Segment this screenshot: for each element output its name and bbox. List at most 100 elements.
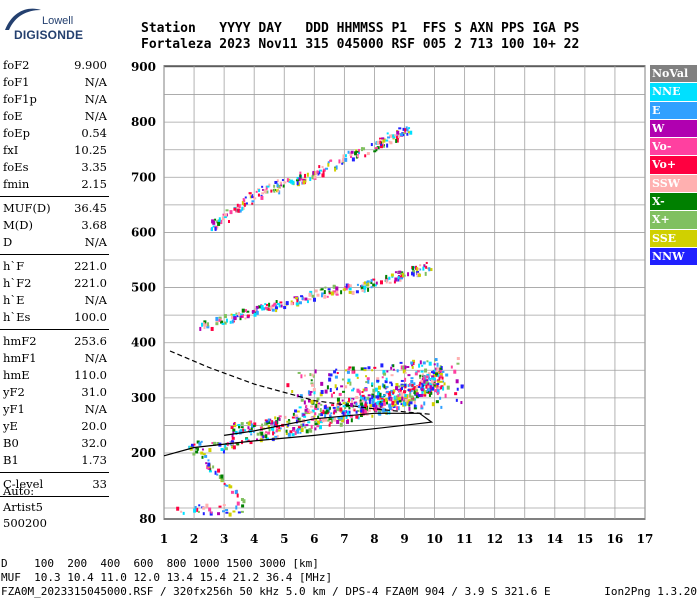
echo-point xyxy=(400,392,404,397)
echo-point xyxy=(243,199,246,203)
echo-point xyxy=(419,374,422,377)
echo-point xyxy=(391,408,394,411)
echo-point xyxy=(407,374,411,377)
echo-point xyxy=(354,151,358,156)
echo-point xyxy=(264,432,267,436)
echo-point xyxy=(337,405,340,408)
echo-point xyxy=(327,161,330,164)
echo-point xyxy=(428,390,432,394)
echo-point xyxy=(199,326,202,331)
echo-point xyxy=(230,490,234,494)
echo-point xyxy=(338,159,341,164)
param-row: h`E N/A xyxy=(0,292,110,309)
echo-point xyxy=(431,386,435,391)
param-value: N/A xyxy=(84,293,107,307)
echo-point xyxy=(399,361,403,364)
echo-point xyxy=(456,357,460,361)
echo-point xyxy=(376,140,379,145)
echo-point xyxy=(436,392,439,396)
echo-point xyxy=(407,384,410,388)
echo-point xyxy=(412,266,415,271)
y-tick-label: 600 xyxy=(131,225,156,239)
echo-point xyxy=(398,270,402,273)
echo-point xyxy=(332,391,335,394)
echo-point xyxy=(215,316,219,321)
echo-point xyxy=(423,379,427,384)
echo-point xyxy=(300,295,304,298)
echo-point xyxy=(297,426,301,429)
echo-point xyxy=(348,290,352,294)
echo-point xyxy=(324,411,328,415)
echo-point xyxy=(292,412,295,416)
echo-point xyxy=(314,418,318,421)
echo-point xyxy=(370,281,373,285)
echo-point xyxy=(381,399,384,402)
echo-point xyxy=(378,410,382,413)
echo-point xyxy=(232,314,236,317)
echo-point xyxy=(382,406,385,410)
echo-point xyxy=(334,384,337,389)
echo-point xyxy=(261,306,264,311)
echo-point xyxy=(335,291,338,296)
echo-point xyxy=(411,271,414,275)
echo-point xyxy=(404,383,407,387)
echo-point xyxy=(195,450,199,454)
echo-point xyxy=(386,370,389,373)
echo-point xyxy=(302,178,306,181)
echo-point xyxy=(440,405,443,409)
echo-point xyxy=(375,395,379,399)
echo-point xyxy=(364,399,368,402)
echo-point xyxy=(295,419,298,424)
param-label: hmF1 xyxy=(3,351,37,365)
echo-point xyxy=(371,400,375,405)
param-value: N/A xyxy=(84,92,107,106)
param-label: yE xyxy=(3,419,18,433)
echo-point xyxy=(442,380,445,383)
echo-point xyxy=(339,407,343,412)
echo-point xyxy=(341,158,345,163)
echo-point xyxy=(210,511,213,514)
echo-point xyxy=(254,311,257,314)
echo-point xyxy=(372,388,376,393)
echo-point xyxy=(382,409,385,413)
echo-point xyxy=(344,157,348,162)
echo-point xyxy=(363,369,367,372)
echo-point xyxy=(371,395,374,400)
echo-point xyxy=(383,372,387,376)
echo-point xyxy=(364,403,368,408)
echo-point xyxy=(358,399,362,404)
echo-point xyxy=(393,280,396,284)
echo-point xyxy=(347,368,351,371)
echo-point xyxy=(344,385,348,389)
echo-point xyxy=(308,392,312,396)
param-value: 32.0 xyxy=(81,436,107,450)
echo-point xyxy=(329,159,333,162)
echo-point xyxy=(415,389,419,392)
echo-point xyxy=(208,470,212,473)
echo-point xyxy=(455,398,458,402)
legend-item: W xyxy=(650,119,697,138)
echo-point xyxy=(225,511,229,514)
echo-point xyxy=(223,314,227,319)
x-tick-label: 5 xyxy=(280,532,288,546)
param-row: yF1 N/A xyxy=(0,401,110,418)
echo-point xyxy=(282,184,285,188)
echo-point xyxy=(372,283,376,287)
echo-point xyxy=(373,395,377,399)
echo-point xyxy=(421,373,424,376)
echo-point xyxy=(331,416,334,420)
echo-point xyxy=(246,439,250,442)
echo-point xyxy=(330,418,333,423)
echo-point xyxy=(441,370,445,373)
distance-row: D 100 200 400 600 800 1000 1500 3000 [km… xyxy=(1,557,319,570)
echo-point xyxy=(419,393,423,397)
param-value: 33 xyxy=(92,477,107,491)
echo-point xyxy=(395,398,399,401)
echo-point xyxy=(284,415,287,419)
echo-point xyxy=(356,155,359,158)
echo-point xyxy=(411,363,414,367)
echo-point xyxy=(244,317,247,320)
echo-point xyxy=(296,394,299,398)
echo-point xyxy=(420,370,424,373)
echo-point xyxy=(410,377,414,380)
